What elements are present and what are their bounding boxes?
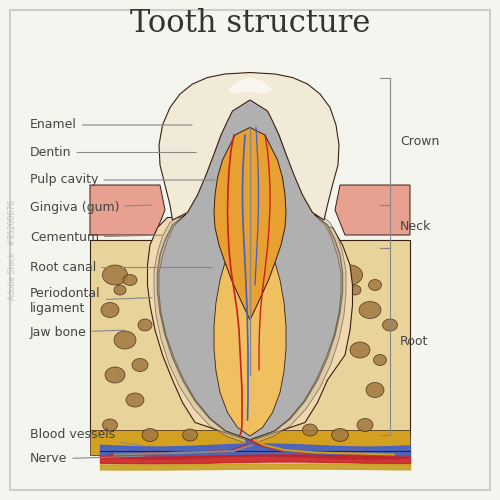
- Ellipse shape: [368, 280, 382, 290]
- Ellipse shape: [357, 418, 373, 432]
- Polygon shape: [158, 95, 342, 440]
- Text: Crown: Crown: [400, 134, 440, 148]
- Ellipse shape: [382, 319, 398, 331]
- Ellipse shape: [182, 429, 198, 441]
- Ellipse shape: [101, 302, 119, 318]
- Text: Blood vessels: Blood vessels: [30, 428, 142, 446]
- Text: Nerve: Nerve: [30, 452, 144, 466]
- Ellipse shape: [302, 424, 318, 436]
- Text: Tooth structure: Tooth structure: [130, 8, 370, 40]
- Text: Neck: Neck: [400, 220, 432, 233]
- Polygon shape: [159, 72, 339, 220]
- Text: Jaw bone: Jaw bone: [30, 326, 124, 339]
- Polygon shape: [228, 78, 272, 94]
- Ellipse shape: [126, 393, 144, 407]
- Ellipse shape: [359, 302, 381, 318]
- Polygon shape: [90, 185, 165, 235]
- Ellipse shape: [114, 285, 126, 295]
- Ellipse shape: [102, 265, 128, 285]
- Ellipse shape: [338, 265, 362, 285]
- Ellipse shape: [102, 419, 118, 431]
- Text: Root: Root: [400, 335, 428, 348]
- Ellipse shape: [132, 358, 148, 372]
- Ellipse shape: [123, 274, 137, 285]
- Ellipse shape: [366, 382, 384, 398]
- Text: Dentin: Dentin: [30, 146, 196, 159]
- Text: Adobe Stock · #95200676: Adobe Stock · #95200676: [8, 200, 17, 300]
- Ellipse shape: [350, 342, 370, 358]
- Polygon shape: [335, 185, 410, 235]
- Ellipse shape: [114, 331, 136, 349]
- Text: Enamel: Enamel: [30, 118, 192, 132]
- Polygon shape: [90, 240, 410, 435]
- Text: Pulp cavity: Pulp cavity: [30, 174, 214, 186]
- Ellipse shape: [374, 354, 386, 366]
- Ellipse shape: [138, 319, 152, 331]
- Polygon shape: [214, 128, 286, 320]
- Polygon shape: [148, 218, 352, 441]
- Text: Gingiva (gum): Gingiva (gum): [30, 201, 152, 214]
- Polygon shape: [154, 214, 346, 445]
- Ellipse shape: [332, 428, 348, 442]
- Polygon shape: [90, 430, 410, 455]
- Text: Root canal: Root canal: [30, 261, 212, 274]
- Text: Cementum: Cementum: [30, 231, 162, 244]
- Ellipse shape: [142, 428, 158, 442]
- Ellipse shape: [105, 367, 125, 383]
- Text: Periodontal
ligament: Periodontal ligament: [30, 287, 152, 315]
- Ellipse shape: [349, 285, 361, 295]
- Polygon shape: [214, 262, 286, 436]
